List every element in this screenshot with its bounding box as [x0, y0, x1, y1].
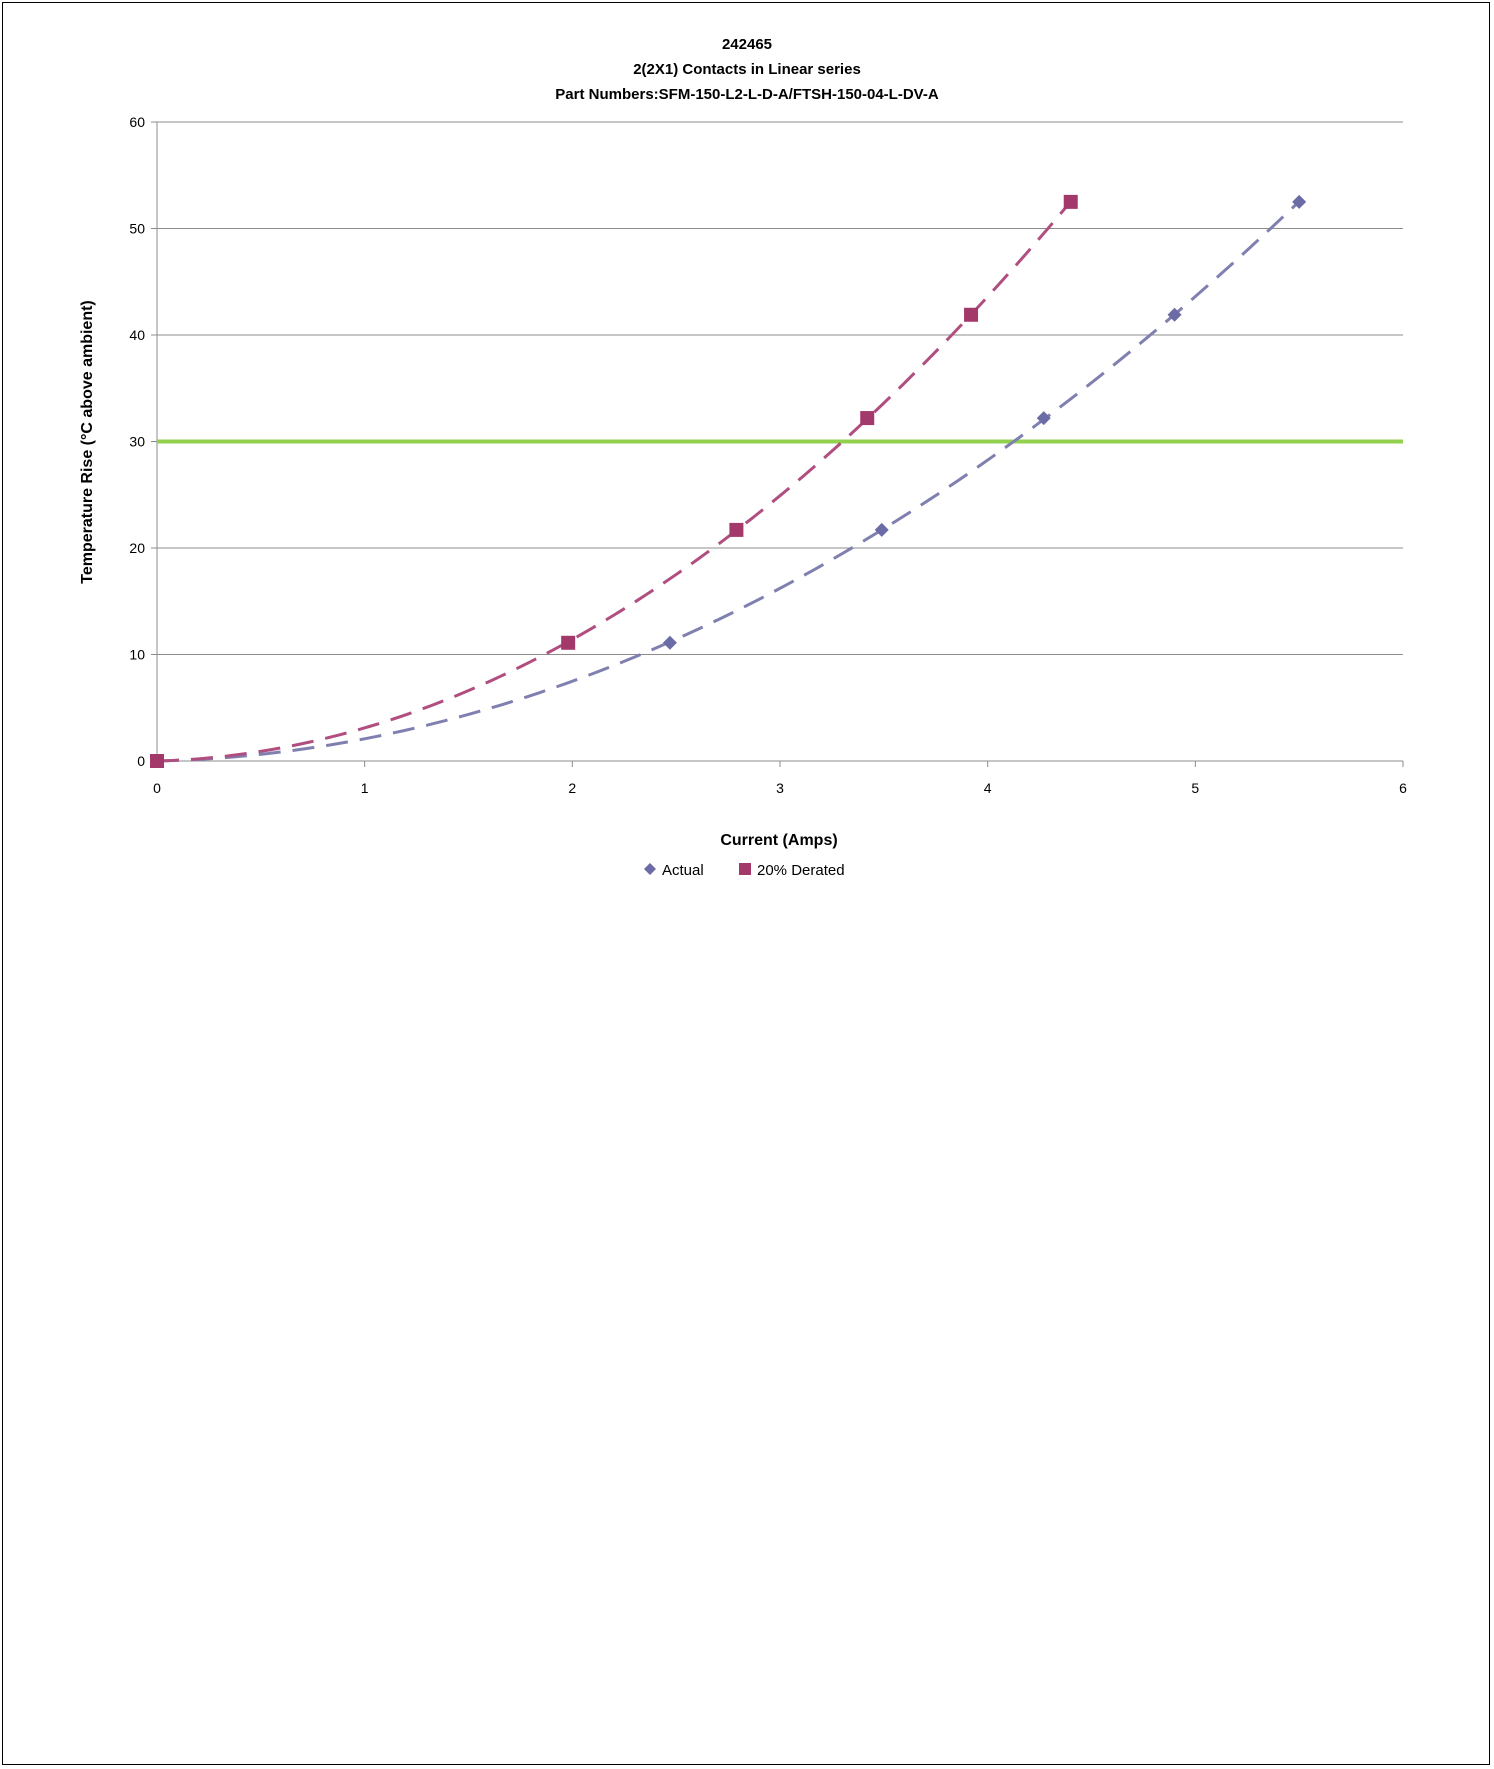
trendline-actual — [156, 200, 1301, 763]
tick-labels: 0 10 20 30 40 50 60 0 1 2 3 4 5 6 — [129, 114, 1407, 796]
x-tick-label: 6 — [1399, 780, 1407, 796]
y-tick-label: 40 — [129, 327, 145, 343]
actual-point — [1036, 411, 1051, 426]
actual-point — [874, 522, 889, 537]
x-tick-label: 0 — [153, 780, 161, 796]
derated-point — [1063, 194, 1078, 209]
derated-point — [561, 635, 576, 650]
actual-point — [662, 635, 677, 650]
derated-point — [860, 411, 875, 426]
trendlines — [156, 200, 1301, 763]
y-axis-title: Temperature Rise (°C above ambient) — [79, 300, 96, 584]
y-tick-label: 60 — [129, 114, 145, 130]
actual-point — [1292, 194, 1307, 209]
y-tick-label: 20 — [129, 540, 145, 556]
y-tick-label: 30 — [129, 434, 145, 450]
legend-marker-actual — [644, 863, 656, 875]
derated-point — [150, 754, 164, 768]
legend-marker-derated — [739, 863, 751, 875]
x-tick-label: 1 — [361, 780, 369, 796]
chart-title-line-1: 242465 — [722, 36, 772, 53]
axes — [151, 121, 1404, 767]
derated-point — [964, 307, 979, 322]
derated-point — [729, 522, 744, 537]
x-tick-label: 2 — [568, 780, 576, 796]
y-tick-label: 0 — [137, 753, 145, 769]
chart-title-line-2: 2(2X1) Contacts in Linear series — [633, 61, 861, 78]
x-tick-label: 5 — [1191, 780, 1199, 796]
data-points — [150, 194, 1307, 768]
x-axis-title: Current (Amps) — [720, 832, 837, 849]
chart-title: 242465 2(2X1) Contacts in Linear series … — [555, 36, 939, 103]
y-tick-label: 10 — [129, 647, 145, 663]
legend-label: 20% Derated — [757, 862, 845, 879]
actual-point — [1167, 307, 1182, 322]
x-tick-label: 3 — [776, 780, 784, 796]
trendline-20-derated — [156, 200, 1072, 763]
legend-label: Actual — [662, 862, 704, 879]
chart-title-line-3: Part Numbers:SFM-150-L2-L-D-A/FTSH-150-0… — [555, 86, 939, 103]
x-tick-label: 4 — [984, 780, 992, 796]
legend: Actual 20% Derated — [644, 862, 845, 879]
gridlines — [157, 121, 1403, 655]
y-tick-label: 50 — [129, 221, 145, 237]
